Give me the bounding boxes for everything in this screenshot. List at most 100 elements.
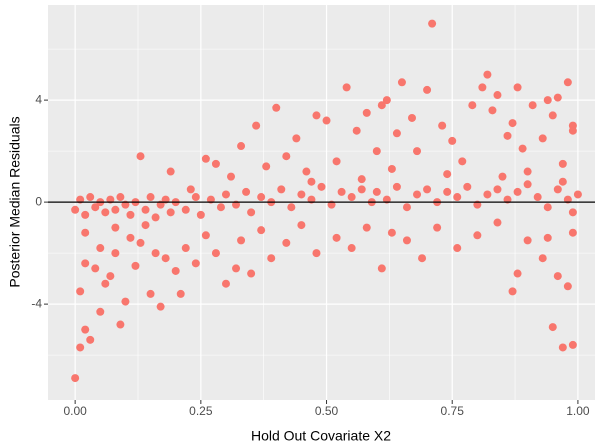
- point: [196, 210, 205, 219]
- point: [312, 111, 321, 120]
- point: [151, 213, 160, 222]
- point: [242, 187, 251, 196]
- point: [91, 264, 100, 273]
- point: [272, 103, 281, 112]
- point: [297, 190, 306, 199]
- point: [488, 106, 497, 115]
- point: [161, 254, 170, 263]
- point: [277, 185, 286, 194]
- point: [347, 193, 356, 202]
- point: [443, 170, 452, 179]
- point: [423, 85, 432, 94]
- point: [186, 185, 195, 194]
- point: [116, 193, 125, 202]
- point: [533, 193, 542, 202]
- point: [121, 297, 130, 306]
- point: [146, 193, 155, 202]
- point: [573, 190, 582, 199]
- point: [287, 203, 296, 212]
- point: [558, 177, 567, 186]
- point: [453, 244, 462, 253]
- point: [211, 159, 220, 168]
- point: [247, 208, 256, 217]
- point: [136, 152, 145, 161]
- point: [523, 167, 532, 176]
- point: [508, 119, 517, 128]
- point: [523, 236, 532, 245]
- point: [116, 320, 125, 329]
- point: [76, 287, 85, 296]
- point: [543, 233, 552, 242]
- point: [201, 231, 210, 240]
- point: [433, 223, 442, 232]
- point: [176, 289, 185, 298]
- point: [483, 190, 492, 199]
- point: [538, 134, 547, 143]
- y-tick-label: 4: [35, 92, 42, 106]
- point: [377, 101, 386, 110]
- point: [292, 134, 301, 143]
- point: [402, 203, 411, 212]
- point: [493, 218, 502, 227]
- y-tick-label: 0: [35, 194, 42, 208]
- point: [156, 302, 165, 311]
- point: [357, 185, 366, 194]
- point: [407, 113, 416, 122]
- point: [342, 83, 351, 92]
- point: [81, 210, 90, 219]
- point: [513, 269, 522, 278]
- point: [518, 144, 527, 153]
- point: [126, 233, 135, 242]
- point: [86, 193, 95, 202]
- point: [513, 187, 522, 196]
- point: [543, 203, 552, 212]
- point: [478, 83, 487, 92]
- point: [141, 205, 150, 214]
- point: [71, 374, 80, 383]
- point: [513, 83, 522, 92]
- point: [508, 287, 517, 296]
- point: [382, 96, 391, 105]
- x-axis-title: Hold Out Covariate X2: [251, 428, 391, 444]
- point: [553, 93, 562, 102]
- point: [267, 254, 276, 263]
- point: [332, 157, 341, 166]
- point: [443, 187, 452, 196]
- point: [252, 121, 261, 130]
- point: [553, 272, 562, 281]
- point: [453, 193, 462, 202]
- point: [392, 129, 401, 138]
- x-tick-label: 0.50: [315, 404, 339, 418]
- point: [463, 182, 472, 191]
- point: [568, 340, 577, 349]
- point: [141, 221, 150, 230]
- point: [523, 180, 532, 189]
- point: [191, 259, 200, 268]
- point: [312, 249, 321, 258]
- point: [352, 126, 361, 135]
- point: [181, 205, 190, 214]
- point: [136, 238, 145, 247]
- point: [397, 78, 406, 87]
- point: [221, 279, 230, 288]
- point: [337, 187, 346, 196]
- x-tick-label: 1.00: [566, 404, 590, 418]
- point: [568, 228, 577, 237]
- point: [171, 266, 180, 275]
- point: [568, 126, 577, 135]
- point: [201, 154, 210, 163]
- point: [468, 101, 477, 110]
- point: [71, 205, 80, 214]
- y-tick-label: -4: [31, 296, 42, 310]
- point: [347, 244, 356, 253]
- point: [96, 307, 105, 316]
- point: [111, 205, 120, 214]
- point: [81, 325, 90, 334]
- point: [96, 244, 105, 253]
- point: [563, 78, 572, 87]
- point: [237, 142, 246, 151]
- point: [493, 185, 502, 194]
- point: [181, 244, 190, 253]
- point: [448, 136, 457, 145]
